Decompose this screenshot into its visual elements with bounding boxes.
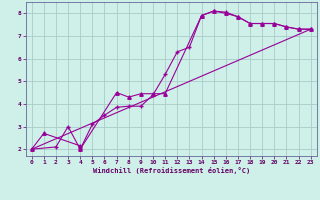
X-axis label: Windchill (Refroidissement éolien,°C): Windchill (Refroidissement éolien,°C)	[92, 167, 250, 174]
